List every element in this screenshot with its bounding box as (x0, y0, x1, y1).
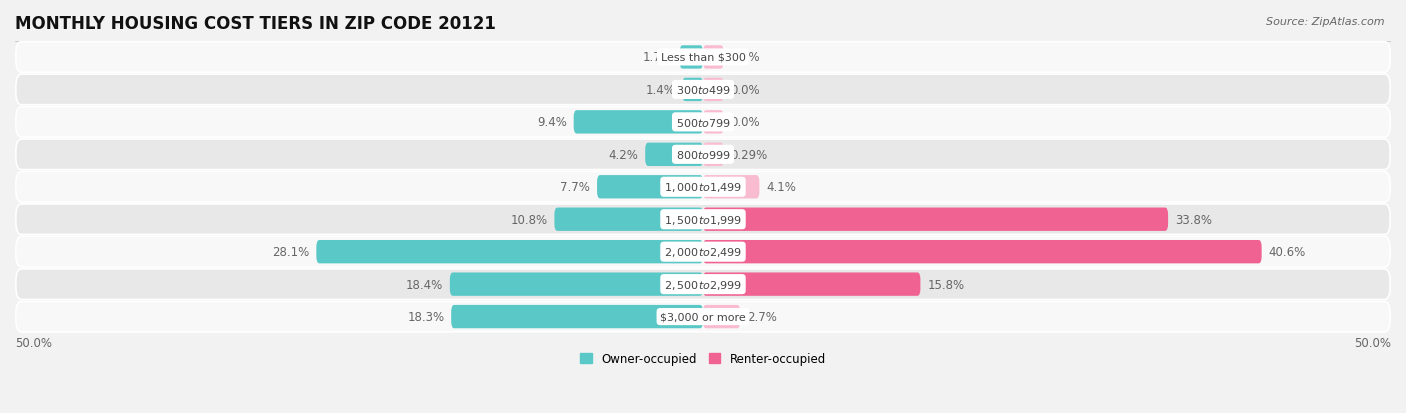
FancyBboxPatch shape (598, 176, 703, 199)
Text: $300 to $499: $300 to $499 (675, 84, 731, 96)
Text: 2.7%: 2.7% (747, 310, 778, 323)
FancyBboxPatch shape (703, 143, 724, 166)
FancyBboxPatch shape (15, 172, 1391, 202)
FancyBboxPatch shape (703, 208, 1168, 231)
Text: 15.8%: 15.8% (928, 278, 965, 291)
Text: $1,500 to $1,999: $1,500 to $1,999 (664, 213, 742, 226)
FancyBboxPatch shape (316, 240, 703, 264)
Text: 9.4%: 9.4% (537, 116, 567, 129)
FancyBboxPatch shape (703, 305, 740, 328)
Text: 18.4%: 18.4% (406, 278, 443, 291)
FancyBboxPatch shape (15, 75, 1391, 105)
FancyBboxPatch shape (554, 208, 703, 231)
Text: 33.8%: 33.8% (1175, 213, 1212, 226)
Text: MONTHLY HOUSING COST TIERS IN ZIP CODE 20121: MONTHLY HOUSING COST TIERS IN ZIP CODE 2… (15, 15, 496, 33)
FancyBboxPatch shape (679, 46, 703, 69)
Text: 1.4%: 1.4% (645, 84, 675, 97)
Text: 1.7%: 1.7% (643, 51, 672, 64)
Legend: Owner-occupied, Renter-occupied: Owner-occupied, Renter-occupied (575, 348, 831, 370)
Text: 0.29%: 0.29% (731, 148, 768, 161)
FancyBboxPatch shape (15, 237, 1391, 267)
Text: 10.8%: 10.8% (510, 213, 547, 226)
FancyBboxPatch shape (15, 301, 1391, 332)
Text: 0.0%: 0.0% (731, 51, 761, 64)
Text: 40.6%: 40.6% (1268, 246, 1306, 259)
Text: $3,000 or more: $3,000 or more (661, 312, 745, 322)
FancyBboxPatch shape (703, 78, 724, 102)
Text: 4.2%: 4.2% (609, 148, 638, 161)
FancyBboxPatch shape (574, 111, 703, 134)
Text: 7.7%: 7.7% (561, 181, 591, 194)
Text: $500 to $799: $500 to $799 (675, 116, 731, 128)
Text: $2,000 to $2,499: $2,000 to $2,499 (664, 246, 742, 259)
FancyBboxPatch shape (645, 143, 703, 166)
Text: 50.0%: 50.0% (15, 336, 52, 349)
FancyBboxPatch shape (451, 305, 703, 328)
FancyBboxPatch shape (450, 273, 703, 296)
Text: 28.1%: 28.1% (273, 246, 309, 259)
Text: $1,000 to $1,499: $1,000 to $1,499 (664, 181, 742, 194)
FancyBboxPatch shape (682, 78, 703, 102)
FancyBboxPatch shape (703, 176, 759, 199)
FancyBboxPatch shape (703, 111, 724, 134)
FancyBboxPatch shape (15, 140, 1391, 170)
Text: Source: ZipAtlas.com: Source: ZipAtlas.com (1267, 17, 1385, 26)
FancyBboxPatch shape (703, 46, 724, 69)
Text: Less than $300: Less than $300 (661, 53, 745, 63)
Text: 0.0%: 0.0% (731, 116, 761, 129)
Text: 18.3%: 18.3% (408, 310, 444, 323)
FancyBboxPatch shape (15, 269, 1391, 300)
FancyBboxPatch shape (703, 240, 1261, 264)
FancyBboxPatch shape (703, 273, 921, 296)
Text: $800 to $999: $800 to $999 (675, 149, 731, 161)
FancyBboxPatch shape (15, 204, 1391, 235)
Text: 4.1%: 4.1% (766, 181, 796, 194)
Text: $2,500 to $2,999: $2,500 to $2,999 (664, 278, 742, 291)
FancyBboxPatch shape (15, 43, 1391, 73)
Text: 50.0%: 50.0% (1354, 336, 1391, 349)
FancyBboxPatch shape (15, 107, 1391, 138)
Text: 0.0%: 0.0% (731, 84, 761, 97)
